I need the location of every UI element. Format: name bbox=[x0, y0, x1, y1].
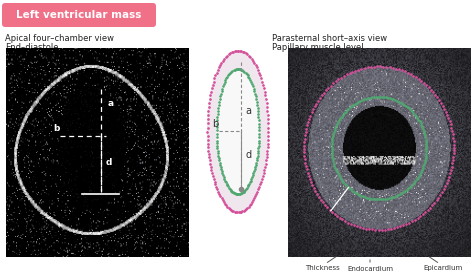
Text: Apical four–chamber view: Apical four–chamber view bbox=[5, 34, 114, 43]
Text: d: d bbox=[246, 150, 252, 160]
Text: d: d bbox=[106, 158, 112, 167]
Text: Papillary muscle level: Papillary muscle level bbox=[272, 43, 364, 52]
Text: Epicardium: Epicardium bbox=[423, 265, 463, 271]
Text: a: a bbox=[246, 106, 252, 116]
Text: Thickness: Thickness bbox=[305, 265, 339, 271]
Text: Left ventricular mass: Left ventricular mass bbox=[16, 10, 142, 20]
Text: End–diastole: End–diastole bbox=[5, 43, 58, 52]
Text: Endocardium: Endocardium bbox=[347, 266, 393, 272]
Text: Parasternal short–axis view: Parasternal short–axis view bbox=[272, 34, 387, 43]
Polygon shape bbox=[208, 51, 268, 212]
Text: a: a bbox=[108, 99, 114, 108]
Polygon shape bbox=[217, 69, 259, 194]
Text: b: b bbox=[53, 124, 60, 133]
Text: b: b bbox=[212, 119, 218, 129]
FancyBboxPatch shape bbox=[2, 3, 156, 27]
